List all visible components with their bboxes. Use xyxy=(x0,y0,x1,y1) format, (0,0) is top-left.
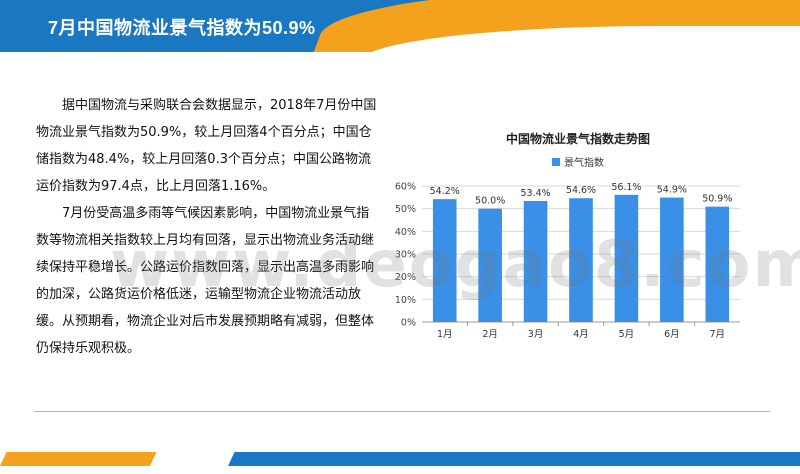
x-tick-label: 5月 xyxy=(619,329,635,340)
data-label: 54.9% xyxy=(657,185,687,196)
x-tick-label: 7月 xyxy=(710,329,726,340)
page-title: 7月中国物流业景气指数为50.9% xyxy=(48,18,316,38)
data-label: 50.0% xyxy=(475,196,505,207)
y-tick-label: 30% xyxy=(395,250,416,261)
bar xyxy=(660,197,684,322)
chart: 中国物流业景气指数走势图 景气指数 0% 10% 20% 30% 40% 50% 60% 54… xyxy=(388,124,768,354)
legend-label: 景气指数 xyxy=(564,158,604,169)
footer-orange-bar xyxy=(0,452,157,466)
y-tick-label: 0% xyxy=(401,318,416,329)
header-bar: 7月中国物流业景气指数为50.9% xyxy=(0,0,800,52)
chart-legend: 景气指数 xyxy=(388,154,768,169)
y-tick-label: 50% xyxy=(395,204,416,215)
bar xyxy=(478,208,502,322)
footer-blue-bar xyxy=(228,452,800,466)
data-label: 54.2% xyxy=(430,186,460,197)
x-tick-label: 6月 xyxy=(664,329,680,340)
x-tick-label: 3月 xyxy=(528,329,544,340)
paragraph-2: 7月份受高温多雨等气候因素影响，中国物流业景气指数等物流相关指数较上月均有回落，… xyxy=(36,206,375,356)
divider xyxy=(34,411,770,412)
chart-plot: 0% 10% 20% 30% 40% 50% 60% 54.2% 1月 50.0% 2月 53.4% 3… xyxy=(395,182,740,340)
paragraph-1: 据中国物流与采购联合会数据显示，2018年7月份中国物流业景气指数为50.9%，… xyxy=(36,98,377,194)
legend-swatch xyxy=(552,157,560,166)
x-tick-label: 1月 xyxy=(437,329,453,340)
data-label: 50.9% xyxy=(702,194,732,205)
x-tick-label: 4月 xyxy=(573,329,589,340)
body-text: 据中国物流与采购联合会数据显示，2018年7月份中国物流业景气指数为50.9%，… xyxy=(36,92,381,362)
bar xyxy=(705,206,730,322)
chart-title: 中国物流业景气指数走势图 xyxy=(505,132,650,146)
y-tick-label: 40% xyxy=(395,227,416,238)
bar xyxy=(614,194,639,322)
data-label: 56.1% xyxy=(611,182,641,193)
bar xyxy=(569,198,593,322)
bar xyxy=(432,199,457,322)
data-label: 54.6% xyxy=(566,185,596,196)
y-tick-label: 10% xyxy=(395,295,416,306)
y-tick-label: 60% xyxy=(395,182,416,193)
y-tick-label: 20% xyxy=(395,272,416,283)
x-tick-label: 2月 xyxy=(482,329,498,340)
bar xyxy=(523,200,548,322)
data-label: 53.4% xyxy=(520,188,550,199)
